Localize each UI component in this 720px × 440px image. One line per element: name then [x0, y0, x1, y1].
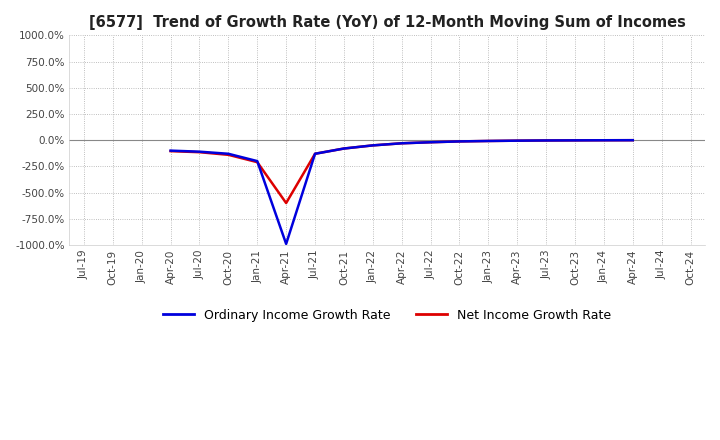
- Title: [6577]  Trend of Growth Rate (YoY) of 12-Month Moving Sum of Incomes: [6577] Trend of Growth Rate (YoY) of 12-…: [89, 15, 685, 30]
- Legend: Ordinary Income Growth Rate, Net Income Growth Rate: Ordinary Income Growth Rate, Net Income …: [158, 304, 616, 327]
